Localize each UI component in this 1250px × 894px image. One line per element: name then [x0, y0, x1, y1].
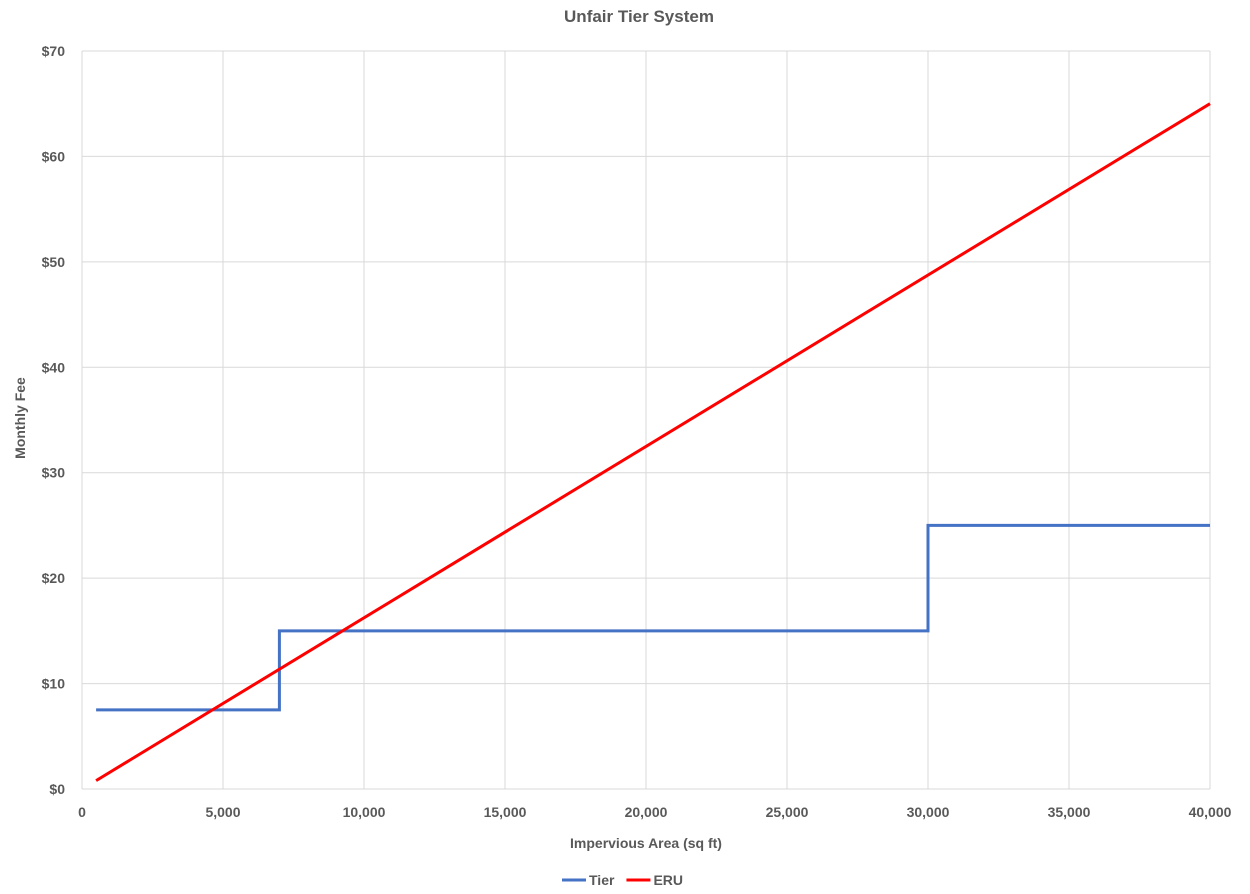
grid — [81, 50, 1211, 790]
y-tick-label: $60 — [42, 148, 66, 164]
series-line-tier — [96, 523, 1210, 712]
y-tick-label: $0 — [49, 781, 65, 797]
x-tick-label: 35,000 — [1048, 804, 1091, 820]
legend-label-tier: Tier — [589, 872, 615, 888]
x-tick-label: 5,000 — [205, 804, 240, 820]
x-axis-ticks: 0 5,000 10,000 15,000 20,000 25,000 30,000 35,0… — [78, 804, 1232, 820]
x-tick-label: 25,000 — [766, 804, 809, 820]
y-tick-label: $10 — [42, 676, 66, 692]
chart-title: Unfair Tier System — [564, 7, 714, 26]
x-tick-label: 20,000 — [625, 804, 668, 820]
x-axis-title: Impervious Area (sq ft) — [570, 835, 722, 851]
x-tick-label: 15,000 — [484, 804, 527, 820]
legend: Tier ERU — [562, 872, 683, 888]
y-tick-label: $30 — [42, 465, 66, 481]
series-lines — [95, 102, 1211, 782]
y-axis-ticks: $0 $10 $20 $30 $40 $50 $60 $70 — [42, 43, 66, 797]
x-tick-label: 30,000 — [907, 804, 950, 820]
y-tick-label: $40 — [42, 359, 66, 375]
x-tick-label: 40,000 — [1189, 804, 1232, 820]
y-tick-label: $20 — [42, 570, 66, 586]
x-tick-label: 10,000 — [343, 804, 386, 820]
series-line-eru — [95, 102, 1211, 782]
y-tick-label: $50 — [42, 254, 66, 270]
legend-label-eru: ERU — [653, 872, 683, 888]
y-tick-label: $70 — [42, 43, 66, 59]
y-axis-title: Monthly Fee — [12, 377, 28, 459]
x-tick-label: 0 — [78, 804, 86, 820]
